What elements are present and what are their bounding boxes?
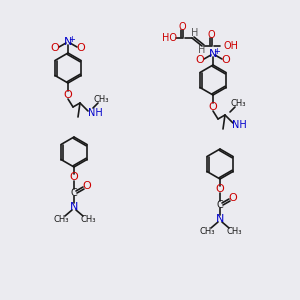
- Text: O: O: [64, 90, 72, 100]
- Text: H: H: [191, 28, 199, 38]
- Text: C: C: [217, 200, 224, 210]
- Text: O: O: [208, 102, 217, 112]
- Text: OH: OH: [224, 41, 239, 51]
- Text: NH: NH: [232, 120, 246, 130]
- Text: CH₃: CH₃: [230, 100, 246, 109]
- Text: O: O: [229, 193, 237, 203]
- Text: CH₃: CH₃: [199, 226, 215, 236]
- Text: O: O: [178, 22, 186, 32]
- Text: CH₃: CH₃: [226, 226, 242, 236]
- Text: N: N: [70, 202, 78, 212]
- Text: H: H: [198, 45, 206, 55]
- Text: HO: HO: [162, 33, 177, 43]
- Text: CH₃: CH₃: [80, 214, 96, 224]
- Text: C: C: [70, 188, 77, 198]
- Text: N: N: [209, 49, 217, 59]
- Text: +: +: [214, 46, 220, 56]
- Text: O: O: [82, 181, 91, 191]
- Text: NH: NH: [88, 108, 102, 118]
- Text: CH₃: CH₃: [93, 95, 109, 104]
- Text: CH₃: CH₃: [53, 214, 69, 224]
- Text: O: O: [70, 172, 78, 182]
- Text: O: O: [51, 43, 59, 53]
- Text: O: O: [76, 43, 85, 53]
- Text: O: O: [216, 184, 224, 194]
- Text: O: O: [222, 55, 230, 65]
- Text: +: +: [69, 34, 75, 43]
- Text: O: O: [207, 30, 215, 40]
- Text: O: O: [196, 55, 204, 65]
- Text: N: N: [216, 214, 224, 224]
- Text: N: N: [64, 37, 72, 47]
